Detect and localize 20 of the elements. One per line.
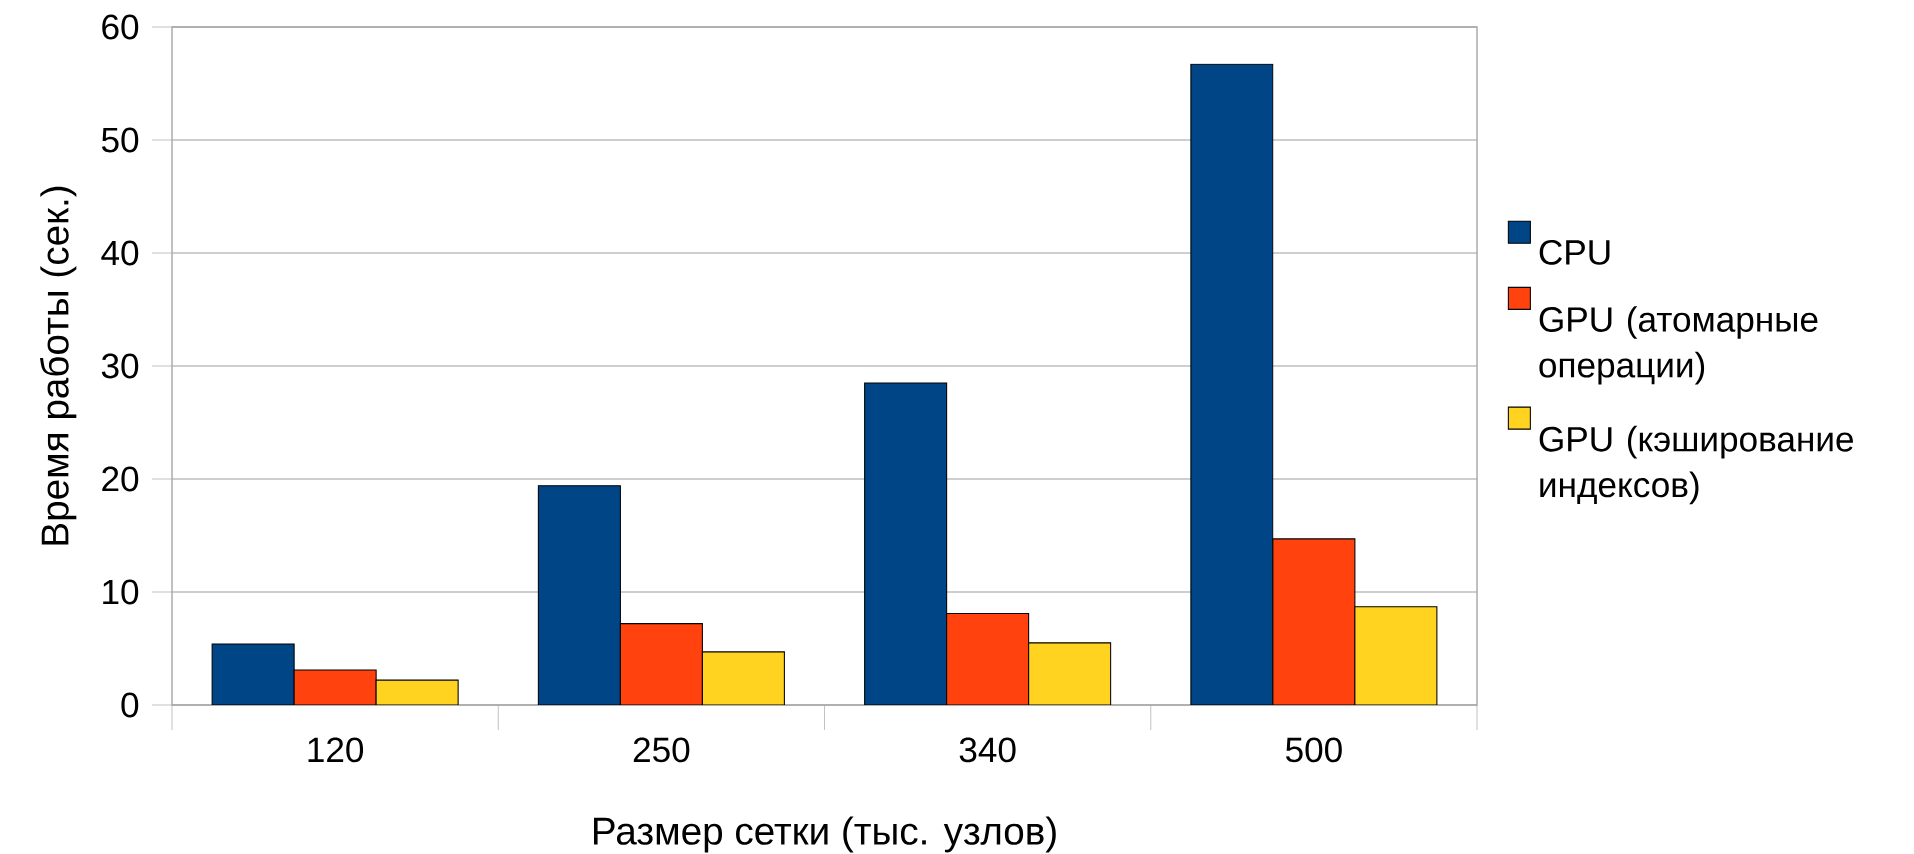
x-tick-label: 250 (633, 737, 690, 763)
bar (211, 643, 295, 705)
x-tick-label: 120 (308, 737, 364, 763)
x-tick-label: 500 (1286, 737, 1342, 763)
y-tick-label: 40 (101, 240, 139, 266)
bar (537, 485, 621, 705)
y-tick-label: 0 (121, 692, 139, 718)
y-tick-label: 20 (102, 466, 139, 492)
legend-label: CPU (1539, 239, 1610, 265)
y-tick-label: 30 (101, 353, 139, 379)
x-tick-label: 340 (959, 737, 1016, 763)
y-tick-label: 60 (102, 14, 139, 40)
legend-label: GPU (атомарные операции) (1539, 306, 1818, 385)
y-axis-title: Время работы (сек.) (40, 186, 77, 545)
bar (1190, 63, 1274, 705)
legend-label: GPU (кэширование индексов) (1539, 425, 1853, 505)
y-tick-label: 50 (101, 127, 139, 153)
x-axis-title: Размер сетки (тыс. узлов) (594, 816, 1056, 853)
bar (864, 382, 948, 705)
y-tick-label: 10 (103, 579, 139, 605)
